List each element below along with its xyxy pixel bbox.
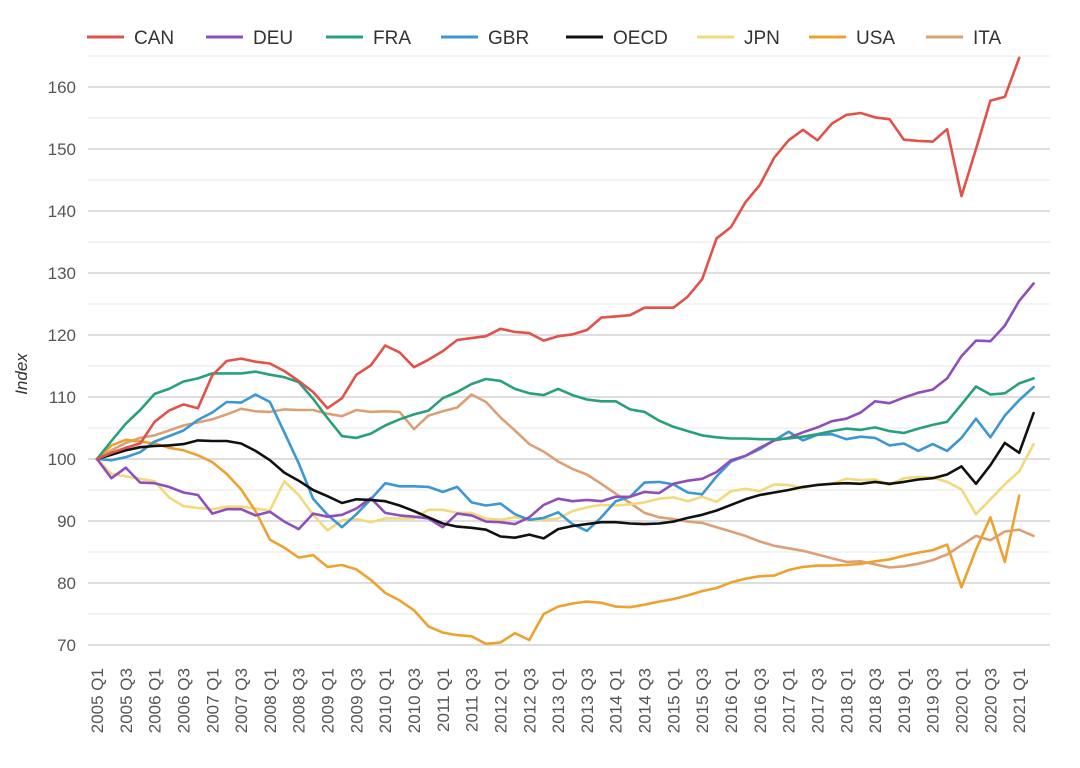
series-line-usa bbox=[95, 438, 1021, 646]
legend-label: JPN bbox=[744, 28, 780, 49]
x-tick-label: 2014 Q1 bbox=[607, 668, 626, 733]
y-tick-label: 110 bbox=[49, 388, 76, 407]
series-line-gbr bbox=[95, 385, 1035, 533]
x-tick-label: 2013 Q3 bbox=[578, 668, 597, 733]
legend-label: USA bbox=[856, 28, 895, 49]
series-line-ita bbox=[95, 393, 1035, 569]
series-lines bbox=[95, 56, 1035, 646]
x-tick-label: 2019 Q3 bbox=[924, 668, 943, 733]
series-line-deu bbox=[95, 282, 1035, 531]
gridlines bbox=[88, 55, 1050, 646]
series-line-fra bbox=[95, 370, 1035, 461]
y-tick-label: 160 bbox=[48, 78, 76, 97]
x-tick-label: 2009 Q1 bbox=[319, 668, 338, 733]
legend-label: OECD bbox=[613, 28, 668, 49]
x-axis-ticks: 2005 Q1 2005 Q3 2006 Q1 2006 Q3 2007 Q1 2007 … bbox=[88, 668, 1029, 733]
x-tick-label: 2016 Q3 bbox=[751, 668, 770, 733]
x-tick-label: 2005 Q1 bbox=[88, 668, 107, 733]
x-tick-label: 2015 Q3 bbox=[693, 668, 712, 733]
x-tick-label: 2012 Q3 bbox=[520, 668, 539, 733]
x-tick-label: 2007 Q1 bbox=[203, 668, 222, 733]
y-tick-label: 80 bbox=[57, 574, 76, 593]
legend-label: FRA bbox=[373, 28, 411, 49]
y-tick-label: 100 bbox=[48, 450, 76, 469]
y-axis-ticks: 70 80 90 100 110 120 130 140 150 160 bbox=[48, 78, 76, 655]
x-tick-label: 2015 Q1 bbox=[664, 668, 683, 733]
legend-label: DEU bbox=[253, 28, 293, 49]
legend-item-gbr[interactable]: GBR bbox=[441, 28, 529, 49]
y-tick-label: 140 bbox=[48, 202, 76, 221]
x-tick-label: 2009 Q3 bbox=[347, 668, 366, 733]
x-tick-label: 2011 Q1 bbox=[434, 668, 453, 732]
legend-item-oecd[interactable]: OECD bbox=[566, 28, 668, 49]
x-tick-label: 2017 Q1 bbox=[780, 668, 799, 733]
x-tick-label: 2008 Q3 bbox=[290, 668, 309, 733]
y-tick-label: 130 bbox=[48, 264, 76, 283]
legend: CAN DEU FRA GBR OECD JPN USA ITA bbox=[87, 28, 1001, 49]
y-axis-title: Index bbox=[12, 353, 31, 395]
legend-label: CAN bbox=[134, 28, 174, 49]
y-tick-label: 70 bbox=[57, 636, 76, 655]
series-line-can bbox=[95, 56, 1021, 461]
legend-item-fra[interactable]: FRA bbox=[326, 28, 411, 49]
x-tick-label: 2014 Q3 bbox=[636, 668, 655, 733]
x-tick-label: 2012 Q1 bbox=[491, 668, 510, 733]
legend-item-deu[interactable]: DEU bbox=[206, 28, 293, 49]
x-tick-label: 2011 Q3 bbox=[463, 668, 482, 732]
x-tick-label: 2020 Q3 bbox=[981, 668, 1000, 733]
x-tick-label: 2019 Q1 bbox=[895, 668, 914, 733]
y-tick-label: 120 bbox=[48, 326, 76, 345]
x-tick-label: 2020 Q1 bbox=[953, 668, 972, 733]
series-line-oecd bbox=[95, 411, 1035, 540]
legend-label: ITA bbox=[973, 28, 1001, 49]
y-tick-label: 150 bbox=[48, 140, 76, 159]
x-tick-label: 2006 Q1 bbox=[146, 668, 165, 733]
x-tick-label: 2016 Q1 bbox=[722, 668, 741, 733]
x-tick-label: 2006 Q3 bbox=[174, 668, 193, 733]
legend-item-ita[interactable]: ITA bbox=[926, 28, 1001, 49]
x-tick-label: 2021 Q1 bbox=[1010, 668, 1029, 733]
legend-item-usa[interactable]: USA bbox=[809, 28, 895, 49]
x-tick-label: 2005 Q3 bbox=[117, 668, 136, 733]
x-tick-label: 2010 Q3 bbox=[405, 668, 424, 733]
legend-item-can[interactable]: CAN bbox=[87, 28, 174, 49]
x-tick-label: 2008 Q1 bbox=[261, 668, 280, 733]
legend-label: GBR bbox=[488, 28, 529, 49]
x-tick-label: 2018 Q3 bbox=[866, 668, 885, 733]
x-tick-label: 2017 Q3 bbox=[808, 668, 827, 733]
legend-item-jpn[interactable]: JPN bbox=[697, 28, 780, 49]
x-tick-label: 2013 Q1 bbox=[549, 668, 568, 733]
x-tick-label: 2010 Q1 bbox=[376, 668, 395, 733]
x-tick-label: 2007 Q3 bbox=[232, 668, 251, 733]
y-tick-label: 90 bbox=[57, 512, 76, 531]
x-tick-label: 2018 Q1 bbox=[837, 668, 856, 733]
